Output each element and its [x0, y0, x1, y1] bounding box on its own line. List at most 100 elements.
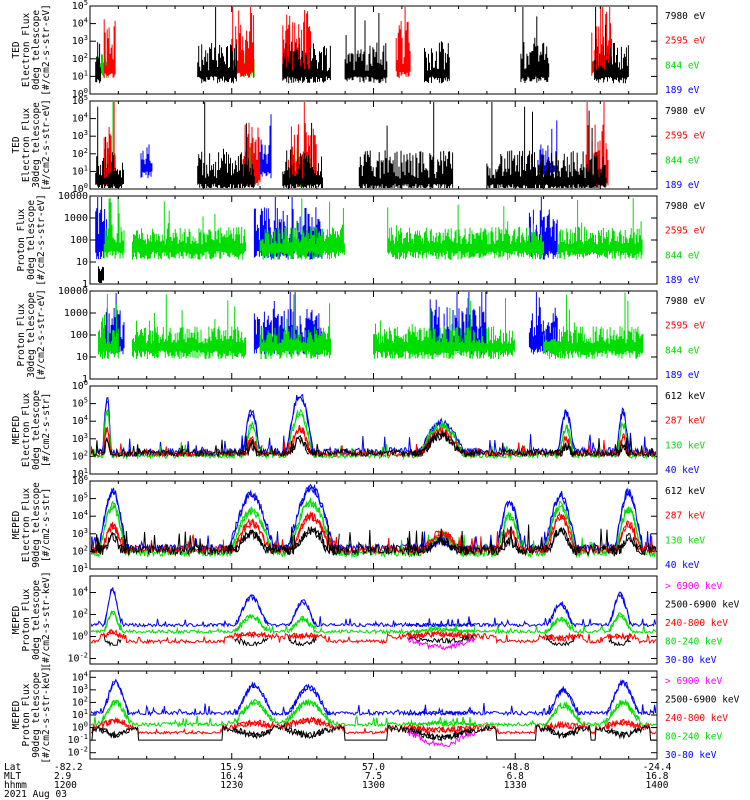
- panel-ted-p-0: 1 10 100 1000 10000 Proton Flux 0deg telescope…: [16, 191, 705, 290]
- y-axis-label-line: 90deg telescope: [31, 672, 42, 758]
- legend-entry: 7980 eV: [665, 11, 705, 22]
- y-axis-label-line: 0deg telescope: [31, 10, 42, 90]
- y-axis-label: Proton Flux 0deg telescope [#/cm2-s-str-eV…: [16, 194, 47, 286]
- panel-ted-e-0: 100 101 102 103 104 105 TED Electron Flux 0deg t…: [11, 0, 705, 100]
- y-axis-label-line: [#/cm2-s-str-keV]: [41, 666, 52, 763]
- series-trace: [91, 430, 656, 459]
- x-tick-label: -48.8: [501, 762, 530, 773]
- x-tick-label: 57.0: [362, 762, 385, 773]
- data-area: [95, 7, 629, 84]
- series-trace: [91, 723, 656, 742]
- legend-entry: 287 keV: [665, 416, 705, 427]
- y-axis-label-line: 0deg telescope: [26, 200, 37, 280]
- y-tick-label: 102: [72, 52, 88, 65]
- y-tick-label: 105: [72, 0, 88, 12]
- legend-entry: 287 keV: [665, 511, 705, 522]
- legend-entry: 189 eV: [665, 275, 700, 286]
- y-axis-label-line: Proton Flux: [21, 588, 32, 651]
- x-tick-label: 15.9: [220, 762, 243, 773]
- legend-entry: 2595 eV: [665, 226, 705, 237]
- y-tick-label: 10-2: [68, 746, 88, 759]
- data-area: [91, 393, 656, 461]
- y-axis-label-line: Electron Flux: [21, 13, 32, 88]
- y-tick-label: 103: [72, 527, 88, 540]
- x-tick-label: 1200: [54, 780, 77, 791]
- y-tick-label: 102: [72, 608, 88, 621]
- y-axis-label: TED Electron Flux 0deg telescope [#/cm2-s-s…: [11, 4, 52, 96]
- series-trace: [91, 716, 656, 736]
- series-trace: [91, 628, 656, 645]
- y-tick-label: 105: [72, 397, 88, 410]
- y-axis-label-line: 30deg telescope: [26, 292, 37, 378]
- y-axis-label-line: [#/cm2-s-str-eV]: [41, 99, 52, 191]
- y-axis-label-line: Electron Flux: [21, 393, 32, 468]
- y-axis-label: Proton Flux 30deg telescope [#/cm2-s-str-e…: [16, 289, 47, 381]
- y-tick-label: 100: [70, 235, 88, 246]
- legend-entry: 2500-6900 keV: [665, 600, 740, 611]
- x-tick-label: -82.2: [54, 762, 83, 773]
- y-tick-label: 106: [72, 379, 88, 392]
- panel-meped-e-90: 101 102 103 104 105 106 MEPED Electron Flux 90de…: [11, 474, 705, 575]
- legend-entry: 130 keV: [665, 535, 705, 546]
- series-trace: [91, 678, 656, 717]
- y-axis-label-line: Proton Flux: [16, 303, 27, 366]
- y-axis-label-line: MEPED: [11, 700, 22, 729]
- x-tick-label: 6.8: [507, 771, 524, 782]
- legend-entry: 80-240 keV: [665, 637, 722, 648]
- data-area: [95, 197, 643, 283]
- series-trace: [95, 102, 607, 188]
- y-axis-label-line: 90deg telescope: [31, 482, 42, 568]
- y-tick-label: 102: [72, 449, 88, 462]
- x-tick-label: 1400: [646, 780, 669, 791]
- y-tick-label: 104: [72, 414, 88, 427]
- y-tick-label: 10-2: [68, 652, 88, 665]
- legend-entry: 2595 eV: [665, 36, 705, 47]
- y-axis-label: MEPED Proton Flux 0deg telescope [#/cm2-s-s…: [11, 571, 52, 668]
- y-tick-label: 100: [72, 630, 88, 643]
- legend-entry: 844 eV: [665, 155, 700, 166]
- legend-entry: 844 eV: [665, 345, 700, 356]
- panel-meped-p-0: 10-2 100 102 104 MEPED Proton Flux 0deg telesc…: [11, 571, 740, 668]
- x-tick-label: 2.9: [54, 771, 71, 782]
- y-tick-label: 100: [72, 721, 88, 734]
- x-tick-label: 1330: [504, 780, 527, 791]
- legend-entry: 80-240 keV: [665, 732, 722, 743]
- legend-entry: 40 keV: [665, 560, 700, 571]
- data-area: [95, 102, 609, 188]
- y-tick-label: 10000: [58, 191, 88, 202]
- y-tick-label: 105: [72, 94, 88, 107]
- legend-entry: 2500-6900 keV: [665, 695, 740, 706]
- y-tick-label: 102: [72, 147, 88, 160]
- legend-entry: 189 eV: [665, 180, 700, 191]
- y-axis-label-line: [#/cm2-s-str-eV]: [36, 289, 47, 381]
- y-tick-label: 10: [76, 352, 88, 363]
- legend-entry: 189 eV: [665, 85, 700, 96]
- y-tick-label: 106: [72, 474, 88, 487]
- y-tick-label: 1: [82, 279, 88, 290]
- y-tick-label: 104: [72, 112, 88, 125]
- legend-entry: > 6900 keV: [665, 676, 722, 687]
- panel-meped-e-0: 101 102 103 104 105 106 MEPED Electron Flux 0deg…: [11, 379, 705, 480]
- legend-entry: 240-800 keV: [665, 713, 728, 724]
- legend-entry: 844 eV: [665, 250, 700, 261]
- y-tick-label: 1000: [64, 213, 88, 224]
- y-axis-label-line: TED: [11, 41, 22, 58]
- y-axis-label-line: MEPED: [11, 605, 22, 634]
- series-trace: [103, 197, 643, 260]
- y-axis-label-line: MEPED: [11, 510, 22, 539]
- x-row-label: MLT: [4, 771, 21, 782]
- y-tick-label: 101: [72, 562, 88, 575]
- legend-entry: 189 eV: [665, 370, 700, 381]
- y-axis-label-line: 0deg telescope: [31, 390, 42, 470]
- y-tick-label: 101: [72, 69, 88, 82]
- y-tick-label: 104: [72, 586, 88, 599]
- data-area: [98, 292, 644, 360]
- panel-ted-e-30: 100 101 102 103 104 105 TED Electron Flux 30deg …: [11, 94, 705, 195]
- legend-entry: 7980 eV: [665, 106, 705, 117]
- legend-entry: 40 keV: [665, 465, 700, 476]
- series-trace: [95, 7, 629, 84]
- x-tick-label: 1300: [362, 780, 385, 791]
